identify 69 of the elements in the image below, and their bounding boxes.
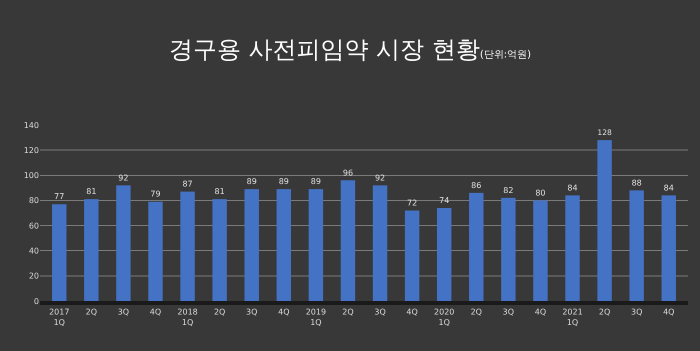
bar [116,185,131,301]
x-tick-label: 4Q [534,308,546,317]
data-label: 80 [535,188,546,198]
x-tick-label: 2Q [470,308,482,317]
data-label: 89 [246,177,257,186]
chart-subtitle: (단위:억원) [480,50,532,61]
x-tick-label: 2017 1Q [49,308,70,327]
data-label: 96 [342,168,354,178]
y-tick-label: 140 [24,120,39,130]
bar [629,190,644,301]
data-label: 72 [407,198,418,208]
y-tick-label: 60 [28,221,39,230]
bar [148,202,163,301]
bar [372,185,388,301]
bar [597,140,612,301]
data-label: 81 [86,187,96,196]
data-label: 84 [664,183,674,192]
x-tick-label: 2Q [342,308,354,317]
bar [404,210,420,301]
x-tick-label: 2019 1Q [306,308,326,327]
x-tick-label: 3Q [630,308,642,317]
x-tick-label: 3Q [374,308,386,317]
bar [436,208,452,301]
bar [501,198,516,301]
x-tick-label: 4Q [150,308,162,317]
bar [212,199,227,301]
data-label: 81 [214,187,225,196]
x-tick-label: 4Q [406,308,418,317]
bar [180,192,195,301]
data-label: 92 [118,173,128,182]
bar [244,189,259,301]
data-label: 92 [374,173,386,182]
x-tick-label: 2020 1Q [434,308,454,327]
bar [662,195,676,301]
x-tick-label: 2Q [214,308,226,317]
bar [308,189,324,301]
x-tick-label: 2021 1Q [562,308,583,327]
data-label: 89 [278,177,289,186]
x-tick-label: 4Q [663,308,674,317]
y-tick-label: 80 [28,196,39,206]
data-label: 84 [567,183,578,192]
bar [469,192,484,301]
y-tick-label: 20 [28,272,39,281]
y-tick-label: 100 [24,171,39,180]
y-tick-label: 120 [24,146,39,155]
x-tick-label: 2Q [598,308,610,317]
x-tick-label: 3Q [246,308,258,317]
y-tick-label: 0 [34,296,39,306]
bar [276,189,292,301]
x-tick-label: 3Q [502,308,514,317]
data-label: 77 [54,192,64,202]
x-tick-label: 2Q [86,308,98,317]
data-label: 86 [471,180,482,190]
x-tick-label: 4Q [278,308,290,317]
bar [340,180,356,301]
data-label: 82 [503,186,514,195]
bar [533,200,548,301]
y-tick-label: 40 [28,246,39,256]
data-label: 88 [632,178,642,188]
data-label: 74 [439,196,450,205]
data-label: 128 [597,128,612,138]
data-label: 89 [310,177,321,186]
x-tick-label: 2018 1Q [177,308,198,327]
bar [565,195,580,301]
data-label: 79 [150,190,161,199]
data-label: 87 [182,180,193,189]
bar [52,204,66,301]
x-tick-label: 3Q [118,308,130,317]
bar [84,199,99,301]
